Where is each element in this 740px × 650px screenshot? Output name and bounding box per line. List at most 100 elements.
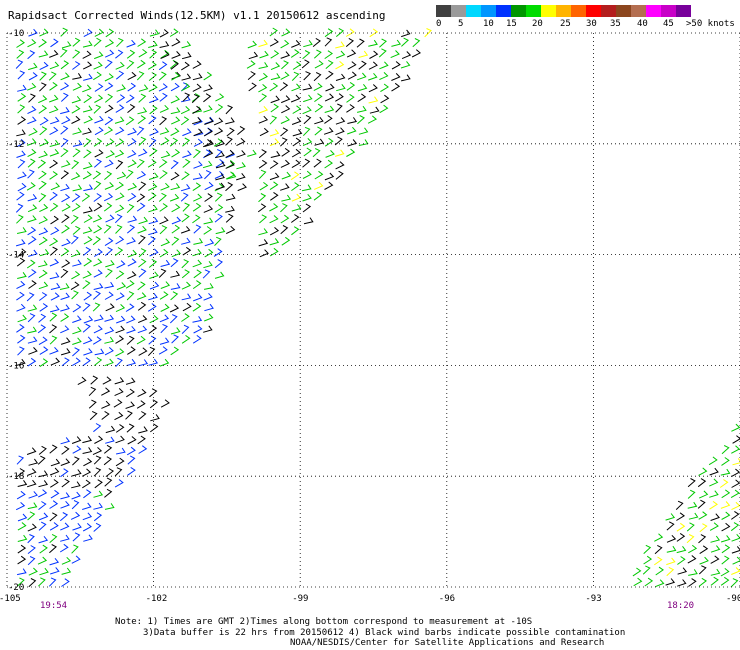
- wind-barb: [720, 576, 730, 586]
- wind-barb: [136, 202, 146, 212]
- wind-barb: [28, 249, 38, 257]
- color-swatch: [451, 5, 466, 17]
- wind-barb: [39, 544, 48, 554]
- wind-barb: [192, 116, 202, 125]
- wind-barb: [302, 138, 313, 147]
- wind-barb: [48, 71, 57, 81]
- wind-barb: [72, 184, 83, 192]
- wind-barb: [258, 39, 268, 48]
- wind-barb: [259, 182, 269, 191]
- wind-barb: [160, 50, 170, 60]
- wind-barb: [94, 51, 104, 60]
- wind-barb: [83, 73, 93, 81]
- wind-barb: [236, 162, 246, 170]
- wind-barb: [71, 95, 82, 104]
- wind-barb: [125, 116, 135, 126]
- scale-label: 30: [586, 19, 597, 29]
- wind-barb: [104, 93, 114, 103]
- wind-barb: [314, 93, 323, 103]
- wind-speed-color-scale: 0 5 10 15 20 25 30 35 40 45 >50 knots: [436, 5, 735, 29]
- wind-barb: [369, 50, 379, 59]
- wind-barb: [270, 191, 279, 201]
- wind-barb: [149, 147, 158, 157]
- wind-barb: [731, 468, 740, 478]
- wind-barb: [38, 95, 48, 104]
- wind-barb: [191, 93, 201, 102]
- wind-barb: [225, 149, 235, 158]
- wind-barb: [28, 491, 38, 499]
- wind-barb: [335, 73, 346, 81]
- wind-barb: [258, 115, 269, 124]
- wind-barb: [335, 117, 346, 125]
- wind-barb: [225, 193, 236, 201]
- wind-barb: [115, 181, 124, 191]
- wind-barb: [28, 578, 37, 588]
- wind-barb: [697, 478, 707, 488]
- wind-barb: [26, 259, 36, 269]
- wind-barb: [214, 127, 224, 136]
- wind-barb: [70, 214, 79, 224]
- wind-barb: [93, 202, 103, 212]
- wind-barb: [655, 566, 664, 576]
- wind-barb: [731, 533, 740, 542]
- wind-barb: [379, 104, 389, 114]
- color-scale-labels: 0 5 10 15 20 25 30 35 40 45 >50 knots: [436, 17, 735, 29]
- wind-barb: [214, 213, 223, 223]
- wind-barb: [269, 27, 278, 37]
- wind-barb: [643, 544, 652, 554]
- wind-barb: [213, 117, 224, 126]
- wind-barb: [71, 203, 81, 212]
- wind-barb: [105, 28, 115, 38]
- wind-barb: [721, 555, 730, 565]
- wind-barb: [49, 557, 60, 566]
- wind-barb: [71, 469, 82, 477]
- wind-barb: [61, 214, 70, 224]
- wind-barb: [93, 61, 103, 70]
- wind-barb: [150, 414, 160, 422]
- wind-barb: [105, 214, 115, 223]
- wind-barb: [137, 292, 147, 300]
- wind-barb: [38, 501, 47, 510]
- wind-barb: [149, 271, 159, 279]
- wind-barb: [38, 512, 49, 521]
- wind-barb: [401, 37, 409, 47]
- wind-barb: [136, 71, 145, 81]
- wind-barb: [291, 83, 301, 92]
- wind-barb: [632, 567, 642, 577]
- wind-barb: [258, 84, 268, 93]
- wind-barb: [258, 169, 267, 179]
- color-swatch: [661, 5, 676, 17]
- wind-barb: [103, 456, 112, 466]
- wind-barb: [270, 95, 280, 104]
- wind-barb: [325, 70, 334, 80]
- wind-barb: [27, 235, 37, 245]
- wind-barb: [38, 269, 48, 279]
- wind-barb: [226, 172, 237, 180]
- wind-barb: [28, 280, 37, 289]
- wind-barb: [138, 136, 147, 146]
- wind-barb: [424, 28, 432, 38]
- wind-barb: [181, 82, 191, 92]
- wind-barb: [202, 139, 213, 148]
- color-swatch: [556, 5, 571, 17]
- wind-barb: [193, 161, 203, 169]
- wind-barb: [38, 480, 49, 488]
- longitude-tick-label: -99: [292, 594, 308, 604]
- wind-barb: [269, 138, 280, 147]
- color-swatch: [646, 5, 661, 17]
- wind-barb: [94, 115, 104, 124]
- wind-barb: [49, 61, 60, 70]
- scale-label: 35: [610, 19, 621, 29]
- wind-barb: [92, 170, 102, 180]
- wind-barb: [82, 40, 93, 48]
- wind-barb: [115, 325, 125, 334]
- wind-barb: [125, 303, 135, 312]
- wind-barb: [126, 203, 135, 214]
- wind-barb: [104, 59, 113, 69]
- wind-barb: [731, 510, 740, 520]
- wind-barb: [149, 95, 159, 104]
- wind-barb: [137, 388, 147, 398]
- wind-barb: [138, 49, 148, 58]
- wind-barb: [368, 72, 378, 81]
- wind-barb: [83, 315, 94, 324]
